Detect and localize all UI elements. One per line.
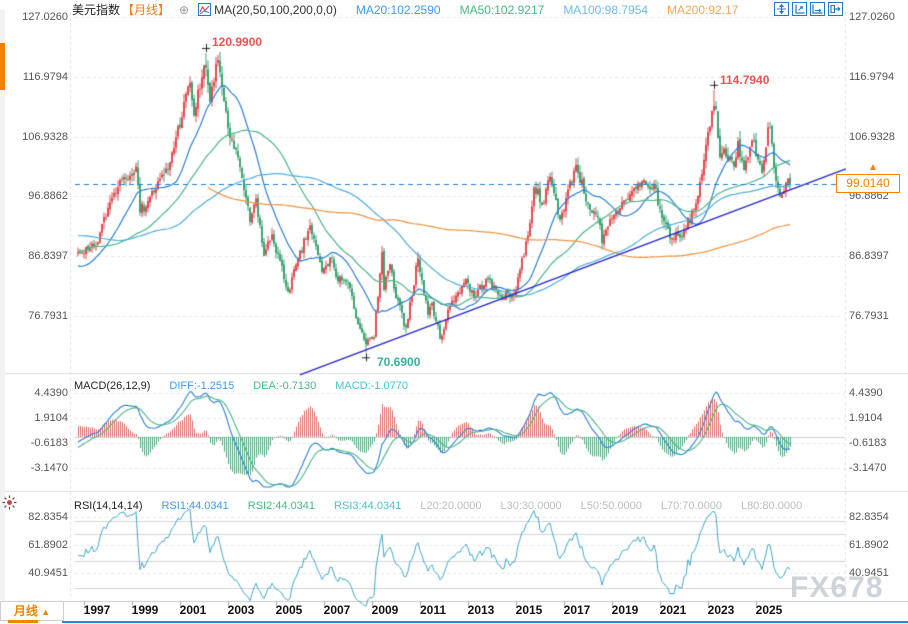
- indicator-settings-button[interactable]: [2, 495, 17, 515]
- vertical-scrollbar[interactable]: [0, 10, 5, 600]
- price-axis-label: 116.9794: [22, 71, 68, 83]
- rsi-value-label: L70:70.0000: [660, 500, 723, 512]
- collapse-icon[interactable]: ⊕: [179, 3, 190, 17]
- scale-x-axis-icon[interactable]: [810, 2, 825, 16]
- indicator-chart-icon[interactable]: [198, 3, 212, 17]
- ma-value-label: MA50:102.9217: [459, 3, 545, 17]
- year-axis-label[interactable]: 2009: [371, 603, 399, 617]
- active-tab-underline: [8, 620, 38, 623]
- price-axis-label: 106.9328: [849, 131, 895, 143]
- tab-arrow-icon: ▲: [41, 607, 51, 617]
- price-axis-label: 86.8397: [28, 250, 68, 262]
- scale-y-axis-icon[interactable]: [792, 2, 807, 16]
- year-axis-label[interactable]: 2011: [419, 603, 447, 617]
- sun-icon: [2, 495, 17, 510]
- rsi-axis-label: 61.8902: [28, 539, 68, 551]
- watermark: FX678: [790, 571, 884, 604]
- price-axis-label: 76.7931: [849, 310, 889, 322]
- ma-settings-label: MA(20,50,100,200,0,0): [214, 3, 337, 17]
- macd-axis-label: 4.4390: [34, 387, 68, 399]
- year-axis-label[interactable]: 1997: [83, 603, 111, 617]
- price-axis-label: 96.8862: [28, 190, 68, 202]
- macd-value-label: DIFF:-1.2515: [169, 380, 235, 392]
- macd-axis-label: 1.9104: [849, 412, 883, 424]
- rsi-axis-label: 61.8902: [849, 539, 889, 551]
- macd-header: MACD(26,12,9) DIFF:-1.2515 DEA:-0.7130 MACD…: [74, 378, 426, 394]
- year-axis-label[interactable]: 2005: [275, 603, 303, 617]
- bottom-border-line: [62, 621, 908, 623]
- rsi-value-label: L20:20.0000: [420, 500, 482, 512]
- year-axis-label[interactable]: 2001: [179, 603, 207, 617]
- price-up-arrow-icon: ▲: [868, 162, 878, 173]
- period-label: 【月线】: [122, 3, 171, 17]
- annotation-high-2001: 120.9900: [212, 34, 263, 49]
- rsi-title: RSI(14,14,14): [74, 500, 143, 512]
- price-axis-label: 86.8397: [849, 250, 889, 262]
- rsi-header: RSI(14,14,14) RSI1:44.0341 RSI2:44.0341 RSI…: [74, 498, 820, 514]
- price-axis-label: 96.8862: [849, 190, 889, 202]
- go-to-latest-icon[interactable]: [828, 2, 843, 16]
- rsi-value-label: L30:30.0000: [500, 500, 562, 512]
- year-axis-label[interactable]: 2003: [227, 603, 255, 617]
- chart-toolbar: [774, 2, 843, 16]
- rsi-value-label: L50:50.0000: [580, 500, 642, 512]
- macd-title: MACD(26,12,9): [74, 380, 151, 392]
- rsi-axis-label: 82.8354: [28, 511, 68, 523]
- macd-value-label: MACD:-1.0770: [335, 380, 408, 392]
- macd-axis-label: -3.1470: [30, 462, 68, 474]
- rsi-axis-label: 40.9451: [849, 567, 889, 579]
- tab-monthly-label: 月线: [13, 604, 38, 618]
- year-axis-label[interactable]: 1999: [131, 603, 159, 617]
- rsi-value-label: RSI1:44.0341: [161, 500, 229, 512]
- macd-axis-label: 4.4390: [849, 387, 883, 399]
- ma-value-label: MA20:102.2590: [355, 3, 441, 17]
- year-axis-label[interactable]: 2019: [611, 603, 639, 617]
- vertical-scrollbar-thumb[interactable]: [0, 43, 5, 90]
- ma-value-label: MA200:92.17: [667, 3, 739, 17]
- year-axis-label[interactable]: 2013: [467, 603, 495, 617]
- macd-values-group: DIFF:-1.2515 DEA:-0.7130 MACD:-1.0770: [159, 380, 417, 392]
- ma-values-group: MA20:102.2590 MA50:102.9217 MA100:98.7954 M…: [346, 3, 748, 17]
- rsi-value-label: RSI2:44.0341: [247, 500, 316, 512]
- annotation-high-2022: 114.7940: [720, 72, 770, 87]
- price-axis-label: 76.7931: [28, 310, 68, 322]
- current-price-label: 99.0140: [836, 174, 900, 193]
- ma-value-label: MA100:98.7954: [563, 3, 649, 17]
- year-axis-label[interactable]: 2017: [563, 603, 591, 617]
- year-axis-label[interactable]: 2023: [707, 603, 735, 617]
- macd-value-label: DEA:-0.7130: [253, 380, 317, 392]
- price-axis-label: 106.9328: [22, 131, 68, 143]
- price-axis-label: 127.0260: [849, 11, 895, 23]
- year-axis-label[interactable]: 2007: [323, 603, 351, 617]
- rsi-value-label: RSI3:44.0341: [334, 500, 402, 512]
- symbol-title: 美元指数: [72, 3, 121, 17]
- macd-axis-label: -0.6183: [30, 437, 68, 449]
- rsi-value-label: L80:80.0000: [741, 500, 803, 512]
- price-axis-label: 127.0260: [22, 11, 68, 23]
- price-axis-label: 116.9794: [849, 71, 895, 83]
- rsi-axis-label: 40.9451: [28, 567, 68, 579]
- macd-axis-label: 1.9104: [34, 412, 68, 424]
- tab-monthly[interactable]: 月线 ▲: [0, 601, 64, 621]
- crosshair-tool-icon[interactable]: [774, 2, 789, 16]
- macd-axis-label: -3.1470: [849, 462, 887, 474]
- year-axis-label[interactable]: 2025: [755, 603, 783, 617]
- macd-axis-label: -0.6183: [849, 437, 887, 449]
- rsi-axis-label: 82.8354: [849, 511, 889, 523]
- annotation-low-2008: 70.6900: [377, 355, 421, 370]
- year-axis-label[interactable]: 2015: [515, 603, 543, 617]
- main-chart-header: 美元指数 【月线】 ⊕ MA(20,50,100,200,0,0) MA20:102.2…: [72, 2, 756, 18]
- rsi-values-group: RSI1:44.0341 RSI2:44.0341 RSI3:44.0341 L20:…: [151, 500, 811, 512]
- year-axis-label[interactable]: 2021: [659, 603, 687, 617]
